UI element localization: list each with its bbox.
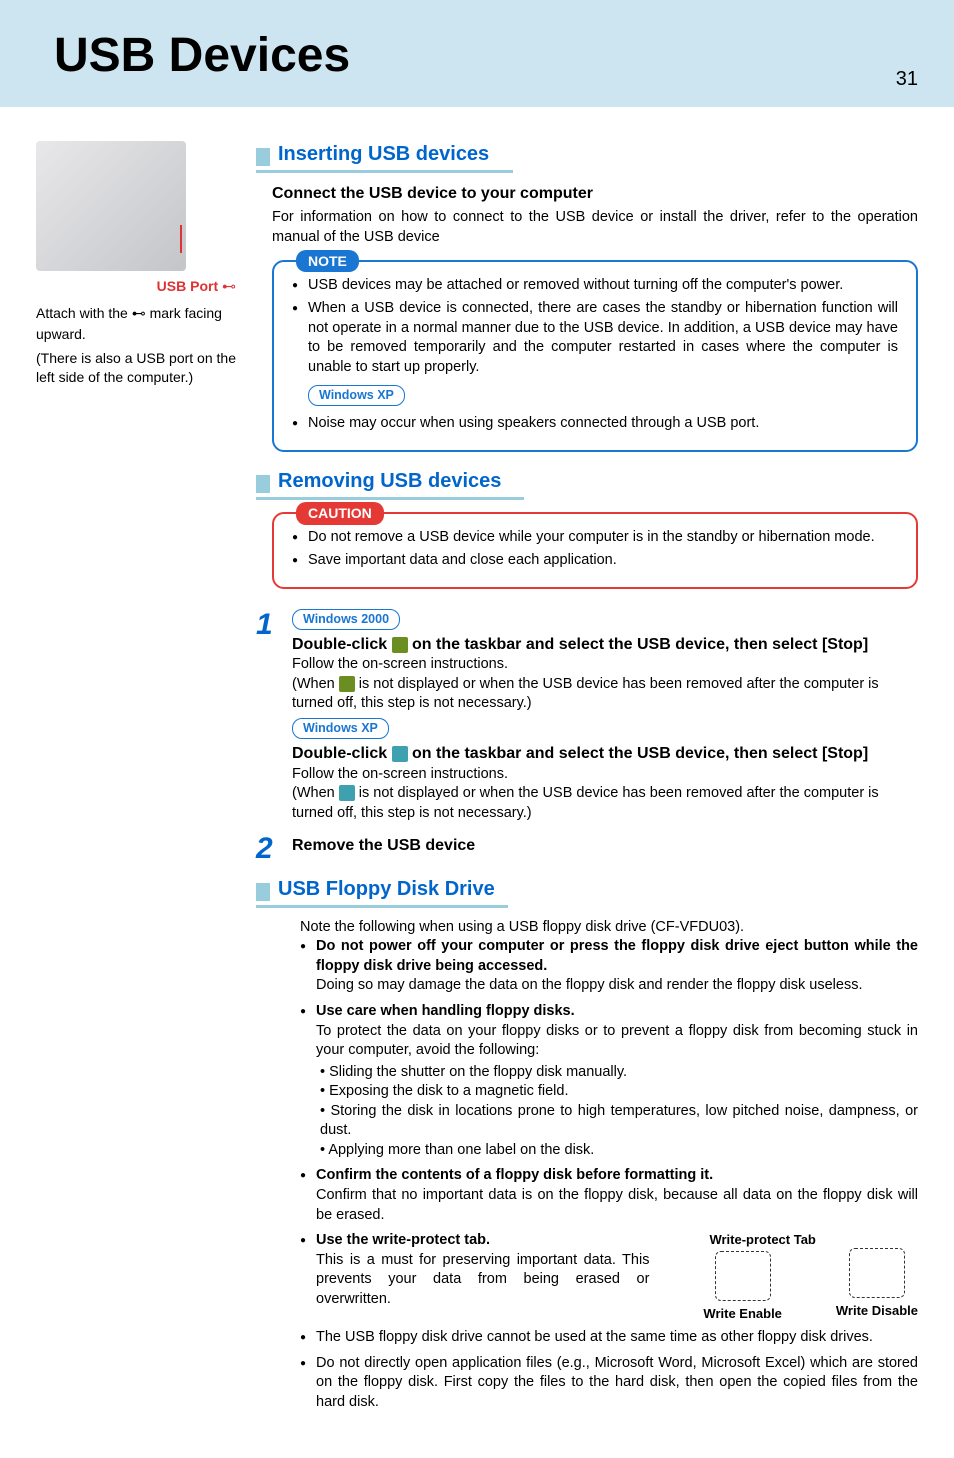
note-bullet-1: USB devices may be attached or removed w… <box>292 276 898 296</box>
section-heading-inserting: Inserting USB devices <box>278 141 489 168</box>
usb-port-label: USB Port ⊷ <box>36 277 236 298</box>
when-note-2: (When is not displayed or when the USB d… <box>292 784 918 823</box>
step-2-title: Remove the USB device <box>292 835 918 857</box>
section-heading-removing: Removing USB devices <box>278 468 501 495</box>
heading-bar-icon <box>256 148 270 166</box>
when-a2: (When <box>292 785 339 801</box>
connect-sub-heading: Connect the USB device to your computer <box>272 183 918 205</box>
heading-bar-icon <box>256 883 270 901</box>
step-number-1: 1 <box>256 605 284 646</box>
write-disable-label: Write Disable <box>836 1302 918 1320</box>
fb4-bold: Use the write-protect tab. <box>316 1232 490 1248</box>
step-1-title-wxp: Double-click on the taskbar and select t… <box>292 743 918 765</box>
fb2-bold: Use care when handling floppy disks. <box>316 1003 575 1019</box>
floppy-bullet-3: Confirm the contents of a floppy disk be… <box>300 1166 918 1225</box>
heading-bar-icon <box>256 475 270 493</box>
step-2: 2 Remove the USB device <box>256 829 918 870</box>
fb3-bold: Confirm the contents of a floppy disk be… <box>316 1167 713 1183</box>
caution-bullets: Do not remove a USB device while your co… <box>292 528 898 571</box>
floppy-disable-icon <box>849 1248 905 1298</box>
note-bullets: USB devices may be attached or removed w… <box>292 276 898 434</box>
safely-remove-icon <box>392 746 408 762</box>
right-column: Inserting USB devices Connect the USB de… <box>256 141 918 1419</box>
unplug-hardware-icon <box>339 676 355 692</box>
usb-symbol-inline-icon: ⊷ <box>132 307 146 323</box>
usb-symbol-icon: ⊷ <box>222 280 236 296</box>
floppy-bullets: Do not power off your computer or press … <box>300 937 918 1412</box>
when-a: (When <box>292 676 339 692</box>
floppy-enable-icon <box>715 1251 771 1301</box>
floppy-bullet-5: The USB floppy disk drive cannot be used… <box>300 1328 918 1348</box>
page-header: USB Devices 31 <box>0 0 954 107</box>
step-1: 1 Windows 2000 Double-click on the taskb… <box>256 605 918 823</box>
write-disable-figure: Write Disable <box>836 1231 918 1320</box>
safely-remove-icon <box>339 785 355 801</box>
sub-bullet-4: Applying more than one label on the disk… <box>320 1141 918 1161</box>
floppy-bullet-1: Do not power off your computer or press … <box>300 937 918 996</box>
sub-bullet-1: Sliding the shutter on the floppy disk m… <box>320 1063 918 1083</box>
page-title: USB Devices <box>54 24 918 89</box>
floppy-sub-bullets: Sliding the shutter on the floppy disk m… <box>320 1063 918 1161</box>
caution-bullet-1: Do not remove a USB device while your co… <box>292 528 898 548</box>
floppy-section: Note the following when using a USB flop… <box>272 918 918 1413</box>
caution-bullet-2: Save important data and close each appli… <box>292 551 898 571</box>
caution-label: CAUTION <box>296 502 384 525</box>
dc-b: on the taskbar and select the USB device… <box>408 636 869 653</box>
follow-instructions-1: Follow the on-screen instructions. <box>292 655 918 675</box>
step-1-title-w2000: Double-click on the taskbar and select t… <box>292 634 918 656</box>
heading-underline <box>256 170 513 173</box>
when-b2: is not displayed or when the USB device … <box>292 785 879 821</box>
write-protect-row: Use the write-protect tab. This is a mus… <box>316 1231 918 1322</box>
dc-b2: on the taskbar and select the USB device… <box>408 745 869 762</box>
wp-text-col: Use the write-protect tab. This is a mus… <box>316 1231 649 1309</box>
side-port-note: (There is also a USB port on the left si… <box>36 349 236 387</box>
wp-tab-label: Write-protect Tab <box>709 1231 815 1249</box>
note-bullet-3: Noise may occur when using speakers conn… <box>292 414 898 434</box>
windows-xp-tag: Windows XP <box>292 718 389 739</box>
caution-callout: CAUTION Do not remove a USB device while… <box>272 512 918 589</box>
section-heading-floppy: USB Floppy Disk Drive <box>278 876 495 903</box>
write-enable-figure: Write-protect Tab Write Enable <box>689 1231 795 1322</box>
step-number-2: 2 <box>256 829 284 870</box>
attach-instruction: Attach with the ⊷ mark facing upward. <box>36 304 236 344</box>
note-b2-text: When a USB device is connected, there ar… <box>308 300 898 375</box>
laptop-illustration <box>36 141 186 271</box>
usb-port-text: USB Port <box>157 278 218 294</box>
page-number: 31 <box>896 66 918 93</box>
write-enable-label: Write Enable <box>689 1305 795 1323</box>
dc-a: Double-click <box>292 636 392 653</box>
content-area: USB Port ⊷ Attach with the ⊷ mark facing… <box>0 119 954 1458</box>
note-bullet-2: When a USB device is connected, there ar… <box>292 299 898 410</box>
fb4-text: This is a must for preserving important … <box>316 1252 649 1307</box>
step-1-body: Windows 2000 Double-click on the taskbar… <box>292 605 918 823</box>
sub-bullet-2: Exposing the disk to a magnetic field. <box>320 1082 918 1102</box>
fb2-text: To protect the data on your floppy disks… <box>316 1023 918 1059</box>
fb3-text: Confirm that no important data is on the… <box>316 1187 918 1223</box>
unplug-hardware-icon <box>392 637 408 653</box>
windows-xp-tag: Windows XP <box>308 385 405 406</box>
heading-underline <box>256 905 508 908</box>
sub-bullet-3: Storing the disk in locations prone to h… <box>320 1102 918 1141</box>
connect-paragraph: For information on how to connect to the… <box>272 208 918 247</box>
fb1-text: Doing so may damage the data on the flop… <box>316 977 863 993</box>
note-callout: NOTE USB devices may be attached or remo… <box>272 260 918 452</box>
follow-instructions-2: Follow the on-screen instructions. <box>292 765 918 785</box>
floppy-intro: Note the following when using a USB flop… <box>300 918 918 938</box>
when-b: is not displayed or when the USB device … <box>292 676 879 712</box>
floppy-bullet-2: Use care when handling floppy disks. To … <box>300 1002 918 1161</box>
note-label: NOTE <box>296 250 359 273</box>
heading-underline <box>256 497 524 500</box>
title-underline <box>36 109 918 119</box>
floppy-bullet-6: Do not directly open application files (… <box>300 1354 918 1413</box>
floppy-bullet-4: Use the write-protect tab. This is a mus… <box>300 1231 918 1322</box>
left-column: USB Port ⊷ Attach with the ⊷ mark facing… <box>36 141 236 1419</box>
attach-a: Attach with the <box>36 305 132 321</box>
dc-a2: Double-click <box>292 745 392 762</box>
fb1-bold: Do not power off your computer or press … <box>316 938 918 974</box>
windows-2000-tag: Windows 2000 <box>292 609 400 630</box>
when-note-1: (When is not displayed or when the USB d… <box>292 675 918 714</box>
step-2-body: Remove the USB device <box>292 829 918 857</box>
